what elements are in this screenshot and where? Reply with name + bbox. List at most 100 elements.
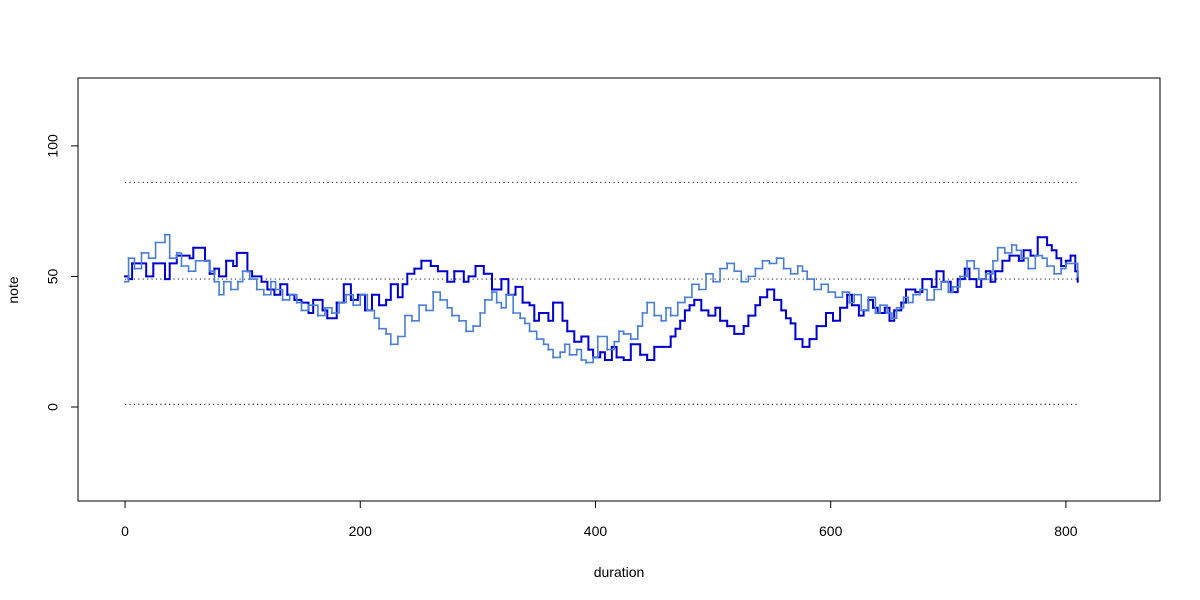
series-1-point-68 xyxy=(559,351,562,354)
series-1-point-26 xyxy=(288,293,291,296)
series-1-point-38 xyxy=(373,317,376,320)
series-0-point-42 xyxy=(413,267,416,270)
series-0-point-101 xyxy=(808,338,811,341)
series-1-point-59 xyxy=(505,293,508,296)
series-0-point-124 xyxy=(956,278,959,281)
series-0-point-52 xyxy=(490,288,494,291)
series-0-point-27 xyxy=(312,298,315,301)
series-0-point-4 xyxy=(152,262,155,265)
series-1-point-146 xyxy=(1053,272,1056,275)
series-1-point-28 xyxy=(300,309,303,312)
series-1-point-63 xyxy=(528,330,531,333)
series-1-point-137 xyxy=(996,246,999,249)
series-1-point-107 xyxy=(806,278,809,281)
series-1-point-27 xyxy=(295,301,298,304)
series-1-point-80 xyxy=(629,338,632,341)
y-tick-label-2: 100 xyxy=(45,134,61,158)
series-1-point-83 xyxy=(646,301,649,304)
series-0-point-73 xyxy=(629,343,632,346)
series-0-point-81 xyxy=(683,309,687,312)
series-line-1 xyxy=(125,233,1079,364)
series-1-point-87 xyxy=(669,314,672,317)
series-0-point-2 xyxy=(131,262,134,265)
series-1-point-12 xyxy=(203,259,207,262)
series-0-point-116 xyxy=(900,301,903,304)
series-0-point-105 xyxy=(839,306,842,309)
series-1-point-76 xyxy=(606,348,609,351)
series-1-point-99 xyxy=(754,267,757,270)
series-1-point-124 xyxy=(911,293,915,296)
x-tick-label-0: 0 xyxy=(121,523,129,539)
series-0-point-19 xyxy=(260,280,263,283)
series-0-point-88 xyxy=(726,325,729,328)
series-1-point-92 xyxy=(704,272,708,275)
series-1-point-24 xyxy=(274,288,277,291)
series-1-point-125 xyxy=(919,288,922,291)
series-1-point-143 xyxy=(1034,254,1037,257)
series-0-point-16 xyxy=(235,251,238,254)
series-0-point-94 xyxy=(766,288,769,291)
series-1-point-74 xyxy=(592,356,595,359)
series-0-point-77 xyxy=(662,345,665,348)
series-0-point-93 xyxy=(759,296,762,299)
series-1-point-31 xyxy=(323,306,327,309)
series-0-point-96 xyxy=(780,309,783,312)
series-0-point-85 xyxy=(707,314,710,317)
series-1-point-7 xyxy=(168,257,171,260)
series-1-point-21 xyxy=(255,288,258,291)
series-1-point-147 xyxy=(1060,267,1063,270)
series-1-point-51 xyxy=(458,319,461,322)
series-0-point-56 xyxy=(521,301,524,304)
series-1-point-101 xyxy=(768,262,771,265)
series-1-point-108 xyxy=(813,288,816,291)
series-1-point-88 xyxy=(676,301,679,304)
series-1-point-57 xyxy=(495,301,498,304)
series-1-point-104 xyxy=(789,272,792,275)
series-0-point-138 xyxy=(1046,244,1049,247)
series-1-point-72 xyxy=(580,358,583,362)
series-1-point-89 xyxy=(683,296,687,299)
series-0-point-84 xyxy=(700,309,703,312)
series-1-point-34 xyxy=(345,293,348,296)
series-0-point-118 xyxy=(914,291,917,294)
series-1-point-55 xyxy=(483,298,486,301)
series-0-point-135 xyxy=(1022,249,1025,252)
series-0-point-40 xyxy=(401,283,404,286)
series-1-point-40 xyxy=(385,332,388,335)
series-0-point-145 xyxy=(1076,280,1079,283)
series-0-point-51 xyxy=(482,272,485,275)
series-1-point-29 xyxy=(307,304,310,307)
series-1-point-117 xyxy=(874,311,877,315)
series-0-point-97 xyxy=(784,317,788,320)
series-0-point-92 xyxy=(754,304,757,307)
series-0-point-46 xyxy=(446,280,449,283)
series-0-point-139 xyxy=(1050,249,1053,252)
series-1-point-19 xyxy=(241,270,244,273)
series-1-point-64 xyxy=(535,338,538,341)
series-0-point-120 xyxy=(930,285,933,288)
series-0-point-137 xyxy=(1036,236,1039,239)
series-0-point-15 xyxy=(232,264,235,268)
series-0-point-12 xyxy=(213,267,216,270)
series-0-point-98 xyxy=(789,322,792,325)
series-0-point-130 xyxy=(989,280,992,283)
series-1-point-118 xyxy=(879,304,882,307)
series-0-point-18 xyxy=(251,275,254,278)
series-0-point-78 xyxy=(669,335,672,338)
series-1-point-136 xyxy=(991,259,995,262)
series-0-point-144 xyxy=(1074,270,1077,273)
series-0-point-33 xyxy=(356,293,359,296)
series-0-point-9 xyxy=(192,246,195,249)
y-tick-label-0: 0 xyxy=(45,403,61,411)
series-0-point-113 xyxy=(883,306,886,309)
series-0-point-59 xyxy=(537,311,541,315)
series-0-point-21 xyxy=(273,293,276,296)
series-1-point-1 xyxy=(127,257,130,260)
series-0-point-83 xyxy=(693,298,696,301)
series-0-point-23 xyxy=(286,293,289,296)
series-0-point-53 xyxy=(500,278,503,281)
series-0-point-87 xyxy=(719,319,722,322)
series-0-point-104 xyxy=(831,319,835,322)
series-0-point-121 xyxy=(935,270,938,273)
series-0-point-45 xyxy=(436,270,439,273)
